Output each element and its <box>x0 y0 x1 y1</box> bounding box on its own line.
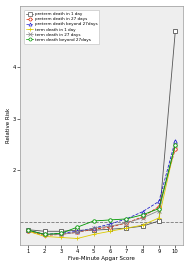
Y-axis label: Relative Risk: Relative Risk <box>5 108 11 143</box>
Legend: preterm death in 1 day, preterm death in 27 days, preterm death beyond 27days, t: preterm death in 1 day, preterm death in… <box>24 10 99 44</box>
X-axis label: Five-Minute Apgar Score: Five-Minute Apgar Score <box>68 256 135 261</box>
